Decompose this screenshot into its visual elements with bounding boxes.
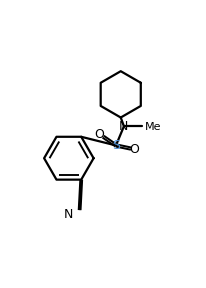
- Text: N: N: [119, 120, 129, 133]
- Text: O: O: [95, 128, 105, 141]
- Text: Me: Me: [145, 122, 161, 132]
- Text: N: N: [64, 209, 73, 221]
- Text: O: O: [129, 143, 139, 156]
- Text: S: S: [112, 139, 120, 152]
